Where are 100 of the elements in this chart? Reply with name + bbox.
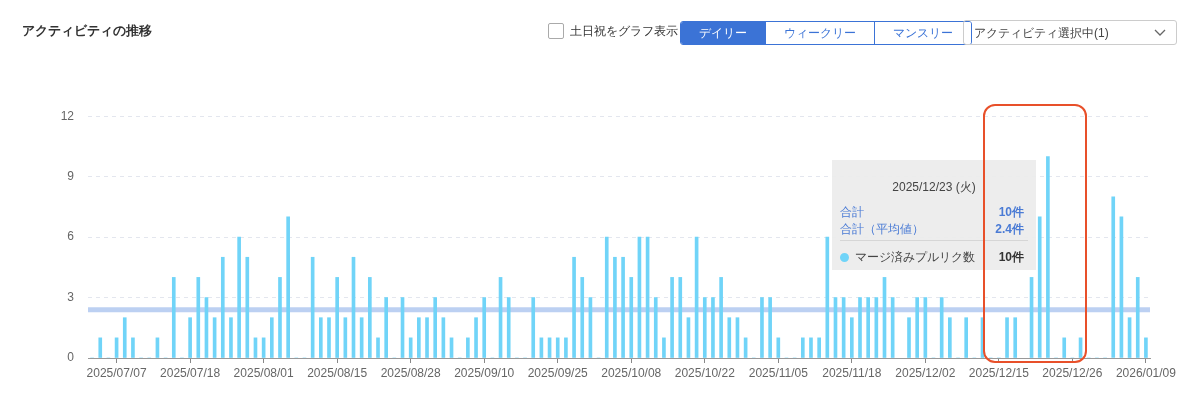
annotation: 合計 bbox=[840, 204, 864, 221]
bar bbox=[629, 277, 634, 358]
bar bbox=[433, 297, 438, 358]
x-tick-label: 2026/01/09 bbox=[1115, 365, 1177, 380]
bar bbox=[376, 337, 380, 358]
bar bbox=[466, 337, 470, 358]
bar bbox=[220, 256, 225, 358]
bar bbox=[760, 297, 764, 358]
x-tick-label: 2025/08/15 bbox=[307, 365, 368, 380]
bar bbox=[719, 277, 723, 358]
bar bbox=[188, 317, 192, 358]
bar bbox=[122, 317, 127, 358]
annotation: 合計（平均値） bbox=[840, 221, 924, 238]
bar bbox=[907, 317, 911, 358]
text: マンスリー bbox=[875, 22, 971, 44]
bar bbox=[964, 317, 969, 358]
bar bbox=[1046, 156, 1050, 358]
bar bbox=[237, 236, 241, 358]
bar bbox=[809, 337, 813, 358]
bar bbox=[229, 317, 233, 358]
y-tick-label: 9 bbox=[67, 168, 75, 183]
bar bbox=[702, 297, 707, 358]
bar bbox=[915, 297, 920, 358]
bar bbox=[171, 277, 176, 358]
annotation: 10件 bbox=[998, 249, 1024, 266]
bar bbox=[662, 337, 666, 358]
bar bbox=[678, 277, 683, 358]
legend-label: マージ済みプルリク数 bbox=[855, 249, 975, 266]
bar bbox=[335, 277, 339, 358]
bar bbox=[768, 297, 772, 358]
bar bbox=[269, 317, 274, 358]
text: 土日祝をグラフ表示 bbox=[570, 23, 678, 39]
bar bbox=[286, 216, 290, 358]
x-tick-label: 2025/08/01 bbox=[233, 365, 294, 380]
bar bbox=[858, 297, 862, 358]
text: デイリー bbox=[681, 22, 766, 44]
x-tick-label: 2025/11/05 bbox=[748, 365, 809, 380]
bar bbox=[327, 317, 331, 358]
bar bbox=[572, 256, 576, 358]
bar bbox=[564, 337, 568, 358]
bar bbox=[318, 317, 323, 358]
chart-title: アクティビティの推移 bbox=[22, 22, 152, 40]
annotation: 10件 bbox=[998, 204, 1024, 221]
y-tick-label: 0 bbox=[67, 350, 75, 365]
x-tick-label: 2025/07/07 bbox=[86, 365, 147, 380]
x-tick-label: 2025/09/10 bbox=[454, 365, 515, 380]
x-tick-label: 2025/11/18 bbox=[822, 365, 882, 380]
bar bbox=[1013, 317, 1018, 358]
x-tick-label: 2025/10/22 bbox=[674, 365, 736, 380]
bar bbox=[531, 297, 536, 358]
bar bbox=[425, 317, 429, 358]
bar bbox=[245, 256, 250, 358]
bar bbox=[1111, 196, 1116, 358]
text: ウィークリー bbox=[766, 22, 875, 44]
y-tick-label: 6 bbox=[67, 229, 75, 244]
bar bbox=[1144, 337, 1148, 358]
bar bbox=[417, 317, 421, 358]
y-tick-label: 12 bbox=[60, 108, 75, 123]
bar bbox=[621, 256, 625, 358]
x-tick-label: 2025/12/26 bbox=[1042, 365, 1103, 380]
bar bbox=[1135, 277, 1140, 358]
bar bbox=[776, 337, 781, 358]
bar bbox=[727, 317, 732, 358]
bar bbox=[98, 337, 103, 358]
annotation: 2.4件 bbox=[995, 221, 1024, 238]
bar bbox=[800, 337, 805, 358]
bar bbox=[670, 277, 674, 358]
bar bbox=[1037, 216, 1042, 358]
bar bbox=[849, 317, 854, 358]
bar bbox=[1005, 317, 1009, 358]
bar bbox=[604, 236, 609, 358]
bar bbox=[825, 236, 830, 358]
bar bbox=[653, 297, 658, 358]
bar bbox=[939, 297, 944, 358]
x-tick-label: 2025/12/15 bbox=[968, 365, 1030, 380]
bar bbox=[408, 337, 413, 358]
bar bbox=[278, 277, 282, 358]
x-tick-label: 2025/09/25 bbox=[527, 365, 589, 380]
bar bbox=[474, 317, 478, 358]
bar bbox=[368, 277, 372, 358]
annotation: 2025/12/23 (火) bbox=[891, 179, 977, 196]
bar bbox=[196, 277, 201, 358]
bar bbox=[1062, 337, 1067, 358]
y-tick-label: 3 bbox=[67, 289, 75, 304]
bar bbox=[711, 297, 715, 358]
bar bbox=[613, 256, 617, 358]
x-tick-label: 2025/08/28 bbox=[380, 365, 442, 380]
bar bbox=[555, 337, 560, 358]
bar bbox=[866, 297, 870, 358]
x-tick-label: 2025/07/18 bbox=[160, 365, 221, 380]
text: アクティビティ選択中(1) bbox=[963, 20, 1177, 45]
bar bbox=[948, 317, 952, 358]
x-tick-label: 2025/10/08 bbox=[601, 365, 662, 380]
bar bbox=[131, 337, 135, 358]
bar bbox=[482, 297, 487, 358]
bar bbox=[506, 297, 511, 358]
bar bbox=[384, 297, 389, 358]
bar bbox=[580, 277, 585, 358]
bar bbox=[817, 337, 821, 358]
x-tick-label: 2025/12/02 bbox=[895, 365, 956, 380]
